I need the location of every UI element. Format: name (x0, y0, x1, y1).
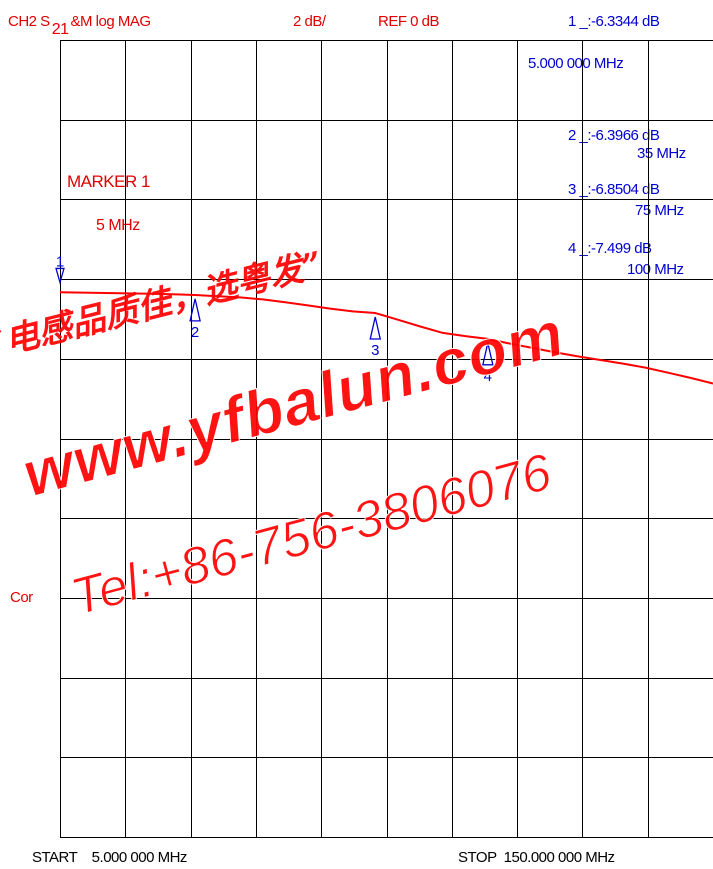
stop-frequency: STOP 150.000 000 MHz (458, 849, 615, 866)
plot-grid (60, 40, 713, 838)
marker-2-freq: 35 MHz (637, 145, 686, 162)
scale-label: 2 dB/ (293, 13, 326, 30)
marker-4-triangle (482, 342, 494, 366)
side-label: Cor (10, 589, 33, 606)
channel-label: CH2 S 21 &M log MAG (8, 13, 151, 38)
marker-box-title: MARKER 1 (67, 172, 150, 191)
marker-1-readout: 1 _:-6.3344 dB (568, 13, 660, 30)
marker-2-id: 2 (191, 324, 199, 341)
marker-2-triangle (189, 298, 201, 322)
marker-1-freq: 5.000 000 MHz (528, 55, 624, 72)
start-frequency: START 5.000 000 MHz (32, 849, 187, 866)
marker-3-triangle (369, 316, 382, 340)
marker-2: 2 (189, 298, 201, 341)
marker-4-readout: 4 _:-7.499 dB (568, 240, 652, 257)
marker-3-readout: 3 _:-6.8504 dB (568, 181, 660, 198)
marker-3-id: 3 (371, 342, 379, 359)
trace-markers: 1 2 3 4 (55, 253, 494, 385)
marker-1-triangle (55, 267, 65, 285)
channel-subscript: 21 (51, 21, 69, 38)
marker-3: 3 (369, 316, 382, 359)
marker-box-value: 5 MHz (96, 217, 140, 234)
marker-4-freq: 100 MHz (627, 261, 684, 278)
mode-text: &M log MAG (70, 13, 151, 30)
trace-line (59, 291, 713, 385)
channel-text: CH2 S (8, 13, 50, 30)
marker-4: 4 (482, 342, 494, 385)
marker-1-id: 1 (56, 253, 64, 270)
marker-4-id: 4 (484, 368, 492, 385)
marker-1: 1 (55, 253, 65, 285)
marker-3-freq: 75 MHz (635, 202, 684, 219)
ref-label: REF 0 dB (378, 13, 440, 30)
marker-2-readout: 2 _:-6.3966 dB (568, 127, 660, 144)
